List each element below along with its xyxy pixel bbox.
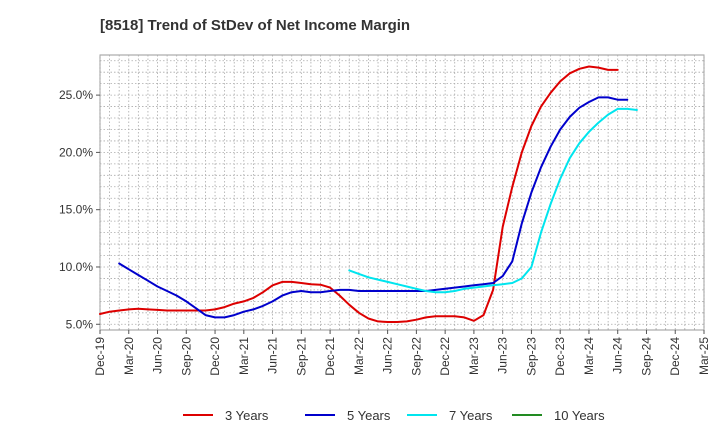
x-tick-label: Jun-21	[266, 337, 280, 374]
plot-area	[99, 54, 705, 331]
y-tick-label: 5.0%	[66, 317, 94, 331]
x-axis-ticks: Dec-19 Mar-20 Jun-20 Sep-20 Dec-20 Mar-21 Jun-…	[93, 330, 711, 376]
x-tick-label: Sep-21	[294, 337, 308, 376]
x-tick-label: Mar-20	[122, 337, 136, 375]
y-tick-label: 10.0%	[59, 260, 93, 274]
x-tick-label: Mar-22	[352, 337, 366, 375]
x-tick-label: Sep-20	[179, 337, 193, 376]
x-tick-label: Jun-24	[611, 337, 625, 374]
x-tick-label: Sep-24	[639, 337, 653, 376]
x-tick-label: Dec-24	[668, 337, 682, 376]
x-tick-label: Mar-24	[582, 337, 596, 375]
series-line-5-years	[118, 96, 629, 319]
grid	[99, 55, 705, 330]
legend: 3 Years 5 Years 7 Years 10 Years	[183, 408, 605, 423]
x-tick-label: Sep-22	[409, 337, 423, 376]
legend-label: 10 Years	[554, 408, 605, 423]
x-tick-label: Mar-25	[697, 337, 711, 375]
x-tick-label: Sep-23	[524, 337, 538, 376]
x-tick-label: Dec-21	[323, 337, 337, 376]
series-lines	[99, 65, 638, 323]
y-tick-label: 15.0%	[59, 203, 93, 217]
legend-label: 7 Years	[449, 408, 493, 423]
y-tick-label: 25.0%	[59, 88, 93, 102]
x-tick-label: Mar-21	[237, 337, 251, 375]
legend-label: 3 Years	[225, 408, 269, 423]
x-tick-label: Mar-23	[467, 337, 481, 375]
y-axis-ticks: 5.0% 10.0% 15.0% 20.0% 25.0%	[59, 88, 100, 331]
series-line-3-years	[99, 65, 619, 323]
chart-title: [8518] Trend of StDev of Net Income Marg…	[100, 17, 410, 34]
x-tick-label: Dec-23	[553, 337, 567, 376]
y-tick-label: 20.0%	[59, 145, 93, 159]
x-tick-label: Jun-20	[151, 337, 165, 374]
x-tick-label: Dec-19	[93, 337, 107, 376]
x-tick-label: Jun-22	[381, 337, 395, 374]
series-line-7-years	[348, 107, 638, 294]
x-tick-label: Dec-20	[208, 337, 222, 376]
x-tick-label: Jun-23	[496, 337, 510, 374]
x-tick-label: Dec-22	[438, 337, 452, 376]
legend-label: 5 Years	[347, 408, 391, 423]
